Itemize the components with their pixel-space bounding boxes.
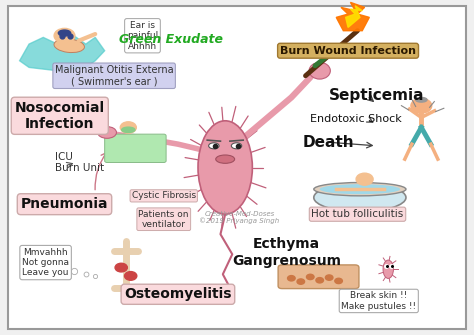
Text: Patients on
ventilator: Patients on ventilator (138, 209, 189, 229)
Text: Osteomyelitis: Osteomyelitis (124, 287, 232, 301)
Ellipse shape (209, 143, 219, 149)
Text: Break skin !!
Make pustules !!: Break skin !! Make pustules !! (341, 291, 416, 311)
Circle shape (115, 263, 128, 272)
Ellipse shape (383, 260, 393, 278)
FancyBboxPatch shape (105, 134, 166, 162)
Ellipse shape (216, 155, 235, 163)
Text: Creative-Med-Doses
©2019 Priyanga Singh: Creative-Med-Doses ©2019 Priyanga Singh (199, 211, 280, 224)
Text: Ecthyma
Gangrenosum: Ecthyma Gangrenosum (232, 238, 341, 268)
Ellipse shape (416, 97, 427, 102)
Ellipse shape (98, 127, 117, 138)
Text: Cystic Fibrosis: Cystic Fibrosis (132, 191, 196, 200)
Ellipse shape (319, 184, 400, 194)
Text: Hot tub folliculitis: Hot tub folliculitis (311, 209, 404, 219)
Text: Septicemia: Septicemia (329, 88, 425, 103)
Ellipse shape (198, 121, 252, 214)
Text: Ear is
painful
Ahhhh: Ear is painful Ahhhh (127, 21, 158, 51)
Ellipse shape (122, 127, 135, 132)
Circle shape (335, 278, 342, 284)
Ellipse shape (309, 62, 330, 79)
Circle shape (125, 272, 137, 280)
Text: Green Exudate: Green Exudate (119, 32, 223, 46)
Text: Malignant Otitis Externa
( Swimmer's ear ): Malignant Otitis Externa ( Swimmer's ear… (55, 65, 173, 86)
Text: ICU
Burn Unit: ICU Burn Unit (55, 152, 104, 173)
Text: Nosocomial
Infection: Nosocomial Infection (15, 101, 105, 131)
Circle shape (288, 276, 295, 281)
Circle shape (120, 122, 137, 133)
Circle shape (54, 28, 75, 43)
Circle shape (325, 275, 333, 280)
Circle shape (316, 278, 323, 283)
Circle shape (356, 173, 373, 185)
FancyBboxPatch shape (278, 265, 359, 288)
FancyBboxPatch shape (8, 6, 466, 329)
Ellipse shape (54, 39, 84, 53)
Text: Burn Wound Infection: Burn Wound Infection (280, 46, 416, 56)
Text: Pneumonia: Pneumonia (21, 197, 108, 211)
Polygon shape (19, 34, 105, 71)
Text: Mmvahhh
Not gonna
Leave you: Mmvahhh Not gonna Leave you (22, 248, 69, 277)
Circle shape (307, 274, 314, 280)
Circle shape (411, 98, 432, 113)
Text: Endotoxic Shock: Endotoxic Shock (310, 114, 402, 124)
Polygon shape (346, 6, 362, 27)
Circle shape (297, 279, 305, 284)
Ellipse shape (314, 183, 406, 196)
Ellipse shape (314, 183, 406, 212)
Polygon shape (336, 2, 369, 31)
Text: Death: Death (302, 135, 354, 150)
Ellipse shape (231, 143, 242, 149)
Ellipse shape (58, 30, 71, 36)
